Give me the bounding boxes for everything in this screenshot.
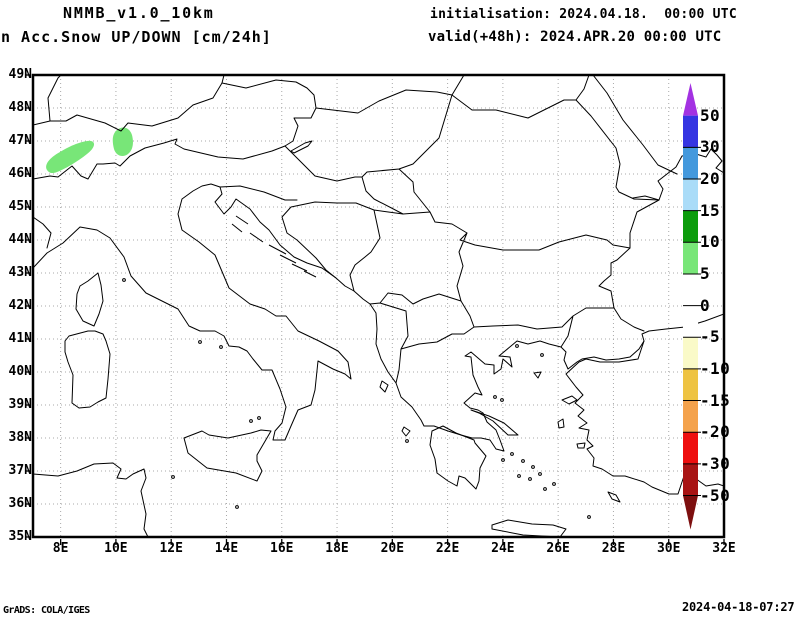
colorbar-label-15: 15 bbox=[700, 200, 721, 220]
axis-ticks bbox=[25, 74, 725, 545]
aegean-islands bbox=[290, 140, 621, 503]
country-borders-central-europe bbox=[221, 75, 465, 215]
y-axis-label-35N: 35N bbox=[8, 529, 32, 544]
colorbar-label--30: -30 bbox=[700, 453, 731, 473]
colorbar-over-arrow bbox=[683, 83, 698, 116]
peninsula-peloponnese bbox=[429, 425, 487, 490]
init-time-label: initialisation: 2024.04.18. 00:00 UTC bbox=[430, 7, 737, 22]
x-axis-label-12E: 12E bbox=[159, 541, 183, 556]
country-borders-balkans bbox=[219, 185, 631, 384]
colorbar-label--20: -20 bbox=[700, 422, 731, 442]
map-frame bbox=[31, 73, 726, 539]
coastline-turkey-aegean bbox=[565, 340, 724, 495]
y-axis-label-40N: 40N bbox=[8, 364, 32, 379]
x-axis-label-26E: 26E bbox=[546, 541, 570, 556]
x-axis-label-22E: 22E bbox=[435, 541, 460, 556]
y-axis-label-38N: 38N bbox=[8, 430, 32, 445]
colorbar-label--15: -15 bbox=[700, 390, 731, 410]
coastlines-and-borders bbox=[33, 75, 724, 537]
model-title: NMMB_v1.0_10km bbox=[63, 4, 215, 22]
creation-timestamp: 2024-04-18-07:27 bbox=[682, 600, 795, 614]
colorbar-segment-5..10 bbox=[683, 242, 698, 275]
product-title: n Acc.Snow UP/DOWN [cm/24h] bbox=[1, 28, 272, 46]
x-axis-label-8E: 8E bbox=[52, 541, 69, 556]
colorbar-label-50: 50 bbox=[700, 105, 721, 125]
colorbar-segment--5..0 bbox=[683, 305, 698, 338]
colorbar-label-30: 30 bbox=[700, 137, 721, 157]
x-axis-label-30E: 30E bbox=[656, 541, 681, 556]
y-axis-label-36N: 36N bbox=[8, 496, 32, 511]
snow-patch-western-alps bbox=[46, 140, 95, 174]
colorbar-label--50: -50 bbox=[700, 485, 731, 505]
island-euboea bbox=[470, 409, 519, 436]
snow-patch-eastern-alps bbox=[112, 127, 133, 157]
y-axis-label-43N: 43N bbox=[8, 265, 32, 280]
colorbar-label-0: 0 bbox=[700, 295, 711, 315]
colorbar-segment-10..15 bbox=[683, 210, 698, 243]
grid-lines bbox=[33, 75, 724, 537]
colorbar-segment-30..50 bbox=[683, 115, 698, 148]
colorbar-segment--30..-20 bbox=[683, 432, 698, 465]
grads-credit-label: GrADS: COLA/IGES bbox=[3, 605, 90, 616]
y-axis-label-46N: 46N bbox=[8, 166, 32, 181]
colorbar bbox=[683, 83, 701, 530]
coastline-north-africa bbox=[33, 462, 149, 537]
y-axis-label-37N: 37N bbox=[8, 463, 32, 478]
x-axis-label-10E: 10E bbox=[104, 541, 128, 556]
x-axis-label-18E: 18E bbox=[325, 541, 349, 556]
x-axis-label-16E: 16E bbox=[270, 541, 294, 556]
coastline-black-sea bbox=[598, 148, 724, 332]
colorbar-label-5: 5 bbox=[700, 263, 711, 283]
colorbar-label--10: -10 bbox=[700, 358, 731, 378]
colorbar-label-10: 10 bbox=[700, 232, 721, 252]
y-axis-label-42N: 42N bbox=[8, 298, 32, 313]
y-axis-label-39N: 39N bbox=[8, 397, 32, 412]
country-borders-romania-ukraine bbox=[451, 75, 678, 201]
colorbar-segment--20..-15 bbox=[683, 400, 698, 433]
x-axis-label-14E: 14E bbox=[214, 541, 239, 556]
colorbar-segment-15..20 bbox=[683, 179, 698, 211]
adriatic-island-slivers bbox=[231, 215, 317, 278]
colorbar-under-arrow bbox=[683, 495, 698, 530]
colorbar-segment-20..30 bbox=[683, 147, 698, 180]
y-axis-label-48N: 48N bbox=[8, 100, 32, 115]
y-axis-label-47N: 47N bbox=[8, 133, 32, 148]
snow-patches bbox=[46, 127, 133, 174]
x-axis-label-28E: 28E bbox=[601, 541, 626, 556]
colorbar-label--5: -5 bbox=[700, 327, 721, 347]
country-borders-alps bbox=[33, 75, 286, 249]
x-axis-label-32E: 32E bbox=[712, 541, 736, 556]
y-axis-label-41N: 41N bbox=[8, 331, 32, 346]
island-sicily bbox=[183, 429, 272, 482]
island-corsica bbox=[75, 272, 104, 327]
y-axis-label-44N: 44N bbox=[8, 232, 32, 247]
y-axis-label-45N: 45N bbox=[8, 199, 32, 214]
island-sardinia bbox=[64, 330, 111, 409]
colorbar-segment-0..5 bbox=[683, 273, 698, 306]
x-axis-label-20E: 20E bbox=[380, 541, 405, 556]
colorbar-segment--15..-10 bbox=[683, 368, 698, 401]
small-island-dots bbox=[122, 278, 591, 519]
y-axis-label-49N: 49N bbox=[8, 67, 32, 82]
colorbar-label-20: 20 bbox=[700, 169, 721, 188]
colorbar-segment--50..-30 bbox=[683, 463, 698, 496]
island-crete bbox=[491, 519, 567, 537]
x-axis-label-24E: 24E bbox=[491, 541, 515, 556]
valid-time-label: valid(+48h): 2024.APR.20 00:00 UTC bbox=[428, 29, 722, 45]
colorbar-segment--10..-5 bbox=[683, 337, 698, 370]
